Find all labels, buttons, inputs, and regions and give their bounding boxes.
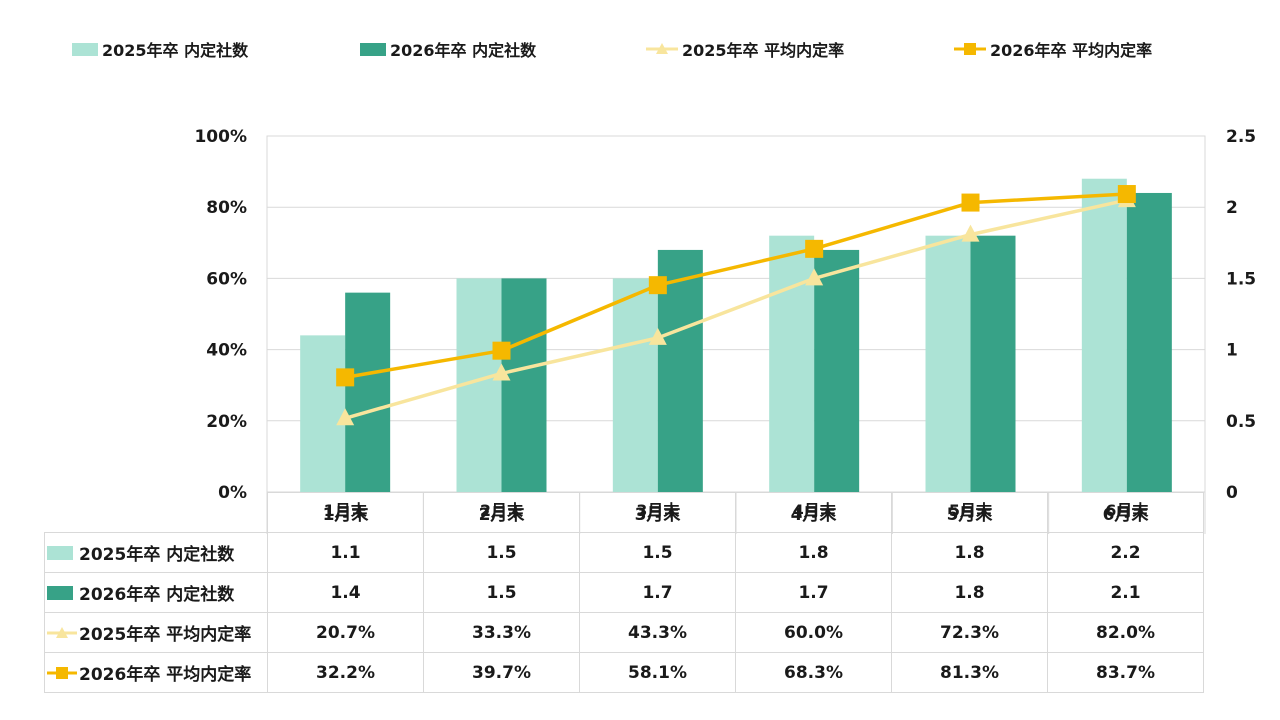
bar: [925, 235, 971, 492]
legend-swatch-2026-rate: [954, 43, 986, 55]
legend-label-2026-count: 2026年卒 内定社数: [390, 41, 537, 60]
table-col-header: 5月末: [891, 492, 1048, 533]
point-triangle: [805, 268, 824, 286]
table-cell: 43.3%: [579, 612, 736, 653]
series-line: [344, 198, 1128, 420]
y-left-tick-label: 100%: [194, 127, 247, 147]
plot-border: [266, 135, 1206, 493]
y-left-tick-label: 40%: [206, 341, 247, 361]
point-square: [961, 193, 980, 212]
table-row-header: 2025年卒 内定社数: [44, 532, 268, 573]
table-cell: 39.7%: [423, 652, 580, 693]
point-square: [648, 276, 667, 295]
table-row: 2025年卒 内定社数 1.1 1.5 1.5 1.8 1.8 2.2: [44, 532, 1204, 573]
bar: [501, 278, 547, 492]
bar: [1126, 192, 1172, 492]
table-cell: 1.8: [891, 532, 1048, 573]
table-cell: 32.2%: [267, 652, 424, 693]
table-cell: 1.8: [735, 532, 892, 573]
bar: [970, 235, 1016, 492]
table-cell: 82.0%: [1047, 612, 1204, 653]
point-triangle: [492, 363, 511, 381]
table-col-header: 3月末: [579, 492, 736, 533]
legend-item-2025-rate: 2025年卒 平均内定率: [646, 34, 844, 64]
legend-label-2025-count: 2025年卒 内定社数: [102, 41, 249, 60]
table-corner: [44, 492, 268, 533]
table-key-2025-count: [47, 545, 73, 560]
table-cell: 81.3%: [891, 652, 1048, 693]
table-cell: 33.3%: [423, 612, 580, 653]
table-cell: 2.1: [1047, 572, 1204, 613]
table-col-header: 2月末: [423, 492, 580, 533]
table-col-header: 6月末: [1047, 492, 1204, 533]
table-row-header: 2026年卒 内定社数: [44, 572, 268, 613]
point-triangle: [648, 327, 667, 345]
table-row-label: 2025年卒 平均内定率: [79, 625, 252, 645]
legend-swatch-2026-count: [360, 42, 386, 56]
point-square: [336, 368, 355, 387]
y-right-tick-label: 0: [1226, 483, 1238, 503]
y-left-tick-label: 60%: [206, 269, 247, 289]
table-cell: 1.8: [891, 572, 1048, 613]
y-right-tick-label: 0.5: [1226, 412, 1256, 432]
legend-label-2025-rate: 2025年卒 平均内定率: [682, 41, 845, 60]
table-cell: 1.7: [735, 572, 892, 613]
y-right-tick-label: 1.5: [1226, 269, 1256, 289]
table-col-header: 4月末: [735, 492, 892, 533]
table-cell: 1.7: [579, 572, 736, 613]
table-cell: 83.7%: [1047, 652, 1204, 693]
point-triangle: [336, 408, 355, 426]
table-row: 2026年卒 内定社数 1.4 1.5 1.7 1.7 1.8 2.1: [44, 572, 1204, 613]
table-cell: 1.5: [579, 532, 736, 573]
bar: [345, 292, 391, 492]
table-cell: 1.1: [267, 532, 424, 573]
table-header-row: 1月末 2月末 3月末 4月末 5月末 6月末: [44, 492, 1204, 533]
y-right-tick-label: 2: [1226, 198, 1238, 218]
table-cell: 68.3%: [735, 652, 892, 693]
legend-swatch-2025-count: [72, 42, 98, 56]
point-square: [805, 239, 824, 258]
table-cell: 1.5: [423, 572, 580, 613]
table-cell: 2.2: [1047, 532, 1204, 573]
table-cell: 1.5: [423, 532, 580, 573]
legend-item-2026-count: 2026年卒 内定社数: [360, 34, 536, 64]
table-cell: 72.3%: [891, 612, 1048, 653]
table-row-header: 2026年卒 平均内定率: [44, 652, 268, 693]
table-cell: 1.4: [267, 572, 424, 613]
legend-item-2025-count: 2025年卒 内定社数: [72, 34, 248, 64]
table-col-header: 1月末: [267, 492, 424, 533]
legend-label-2026-rate: 2026年卒 平均内定率: [990, 41, 1153, 60]
y-left-tick-label: 20%: [206, 412, 247, 432]
y-right-tick-label: 1: [1226, 341, 1238, 361]
table-key-2026-count: [47, 585, 73, 600]
bar: [769, 235, 815, 492]
series-line: [344, 192, 1127, 380]
table-row-label: 2026年卒 平均内定率: [79, 665, 252, 685]
bar: [612, 278, 658, 492]
point-square: [1117, 185, 1136, 204]
bar: [1081, 178, 1127, 492]
data-table: 1月末 2月末 3月末 4月末 5月末 6月末 2025年卒 内定社数 1.1 …: [44, 492, 1204, 693]
chart-lines: [336, 185, 1136, 426]
point-square: [492, 341, 511, 360]
bar: [300, 335, 346, 492]
table-cell: 20.7%: [267, 612, 424, 653]
chart-bars: [300, 178, 1172, 492]
point-triangle: [961, 224, 980, 242]
legend-item-2026-rate: 2026年卒 平均内定率: [954, 34, 1152, 64]
table-row-label: 2025年卒 内定社数: [79, 545, 235, 565]
chart-legend: 2025年卒 内定社数 2026年卒 内定社数 2025年卒 平均内定率 202…: [0, 34, 1280, 64]
table-cell: 58.1%: [579, 652, 736, 693]
y-right-tick-label: 2.5: [1226, 127, 1256, 147]
table-row-label: 2026年卒 内定社数: [79, 585, 235, 605]
legend-swatch-2025-rate: [646, 43, 678, 54]
table-row-header: 2025年卒 平均内定率: [44, 612, 268, 653]
table-key-2025-rate: [47, 626, 77, 638]
table-row: 2026年卒 平均内定率 32.2% 39.7% 58.1% 68.3% 81.…: [44, 652, 1204, 693]
bar: [814, 249, 860, 492]
y-left-tick-label: 80%: [206, 198, 247, 218]
table-cell: 60.0%: [735, 612, 892, 653]
table-row: 2025年卒 平均内定率 20.7% 33.3% 43.3% 60.0% 72.…: [44, 612, 1204, 653]
table-key-2026-rate: [47, 666, 77, 679]
